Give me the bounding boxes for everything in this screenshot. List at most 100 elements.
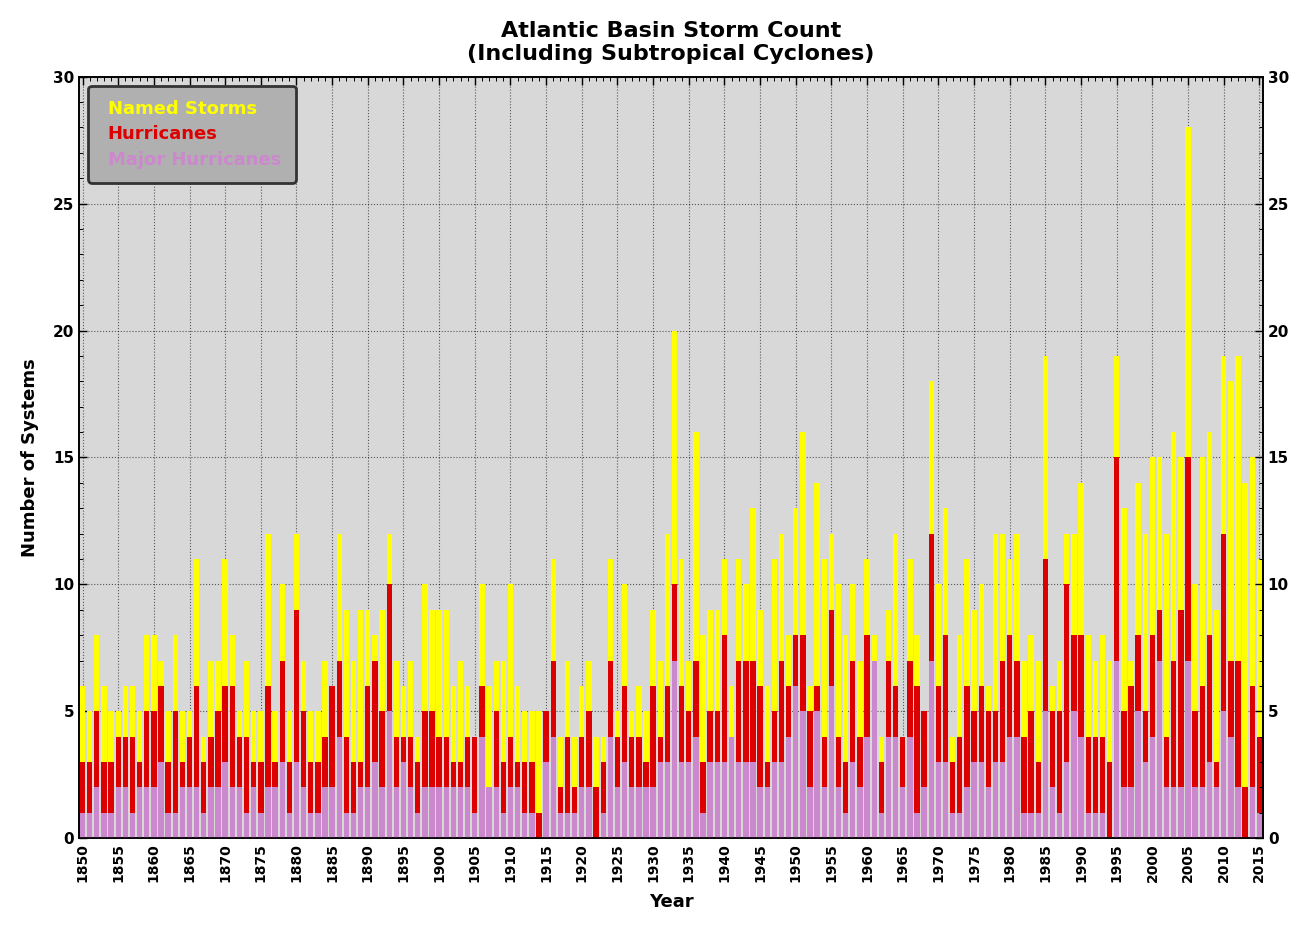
Bar bbox=[985, 686, 990, 838]
Bar bbox=[950, 813, 955, 838]
Bar bbox=[600, 813, 605, 838]
Bar bbox=[1072, 534, 1077, 838]
Bar bbox=[1242, 788, 1247, 838]
Bar bbox=[301, 788, 307, 838]
Bar bbox=[536, 711, 541, 838]
Bar bbox=[608, 559, 613, 838]
Bar bbox=[430, 788, 435, 838]
Bar bbox=[1036, 762, 1041, 838]
Bar bbox=[1100, 635, 1106, 838]
Bar bbox=[1014, 661, 1019, 838]
Bar bbox=[486, 788, 491, 838]
Bar bbox=[772, 711, 777, 838]
Bar bbox=[94, 635, 100, 838]
Bar bbox=[1250, 788, 1255, 838]
Bar bbox=[500, 762, 506, 838]
Bar bbox=[500, 813, 506, 838]
Bar bbox=[351, 762, 356, 838]
Bar bbox=[664, 762, 669, 838]
Bar bbox=[229, 788, 234, 838]
Bar bbox=[921, 788, 926, 838]
Bar bbox=[1114, 356, 1119, 838]
Bar bbox=[237, 736, 242, 838]
Bar bbox=[287, 762, 292, 838]
Bar bbox=[115, 736, 121, 838]
Bar bbox=[194, 788, 199, 838]
Bar bbox=[494, 788, 499, 838]
Bar bbox=[422, 711, 427, 838]
Bar bbox=[372, 661, 377, 838]
Bar bbox=[672, 584, 677, 838]
Bar bbox=[1200, 686, 1205, 838]
Bar bbox=[144, 711, 149, 838]
Bar bbox=[237, 711, 242, 838]
Bar bbox=[865, 736, 870, 838]
Bar bbox=[1100, 736, 1106, 838]
Bar bbox=[301, 711, 307, 838]
Bar bbox=[600, 736, 605, 838]
Bar bbox=[993, 711, 998, 838]
Y-axis label: Number of Systems: Number of Systems bbox=[21, 358, 39, 556]
Bar bbox=[308, 813, 313, 838]
Bar bbox=[914, 686, 920, 838]
Bar bbox=[572, 788, 578, 838]
Bar bbox=[544, 711, 549, 838]
Bar bbox=[1150, 736, 1155, 838]
Bar bbox=[815, 686, 820, 838]
Bar bbox=[394, 736, 400, 838]
Bar bbox=[365, 686, 371, 838]
Bar bbox=[565, 661, 570, 838]
Bar bbox=[779, 762, 785, 838]
Bar bbox=[600, 762, 605, 838]
Bar bbox=[407, 788, 413, 838]
Bar bbox=[287, 711, 292, 838]
Bar bbox=[964, 559, 969, 838]
Bar bbox=[643, 711, 648, 838]
Bar bbox=[558, 788, 563, 838]
Bar bbox=[308, 762, 313, 838]
Bar bbox=[550, 559, 555, 838]
Bar bbox=[1086, 635, 1091, 838]
Bar bbox=[679, 559, 684, 838]
Bar bbox=[786, 635, 791, 838]
Bar bbox=[138, 711, 143, 838]
Bar bbox=[115, 788, 121, 838]
Bar bbox=[229, 635, 234, 838]
Bar bbox=[765, 686, 770, 838]
Bar bbox=[821, 788, 827, 838]
Bar bbox=[202, 762, 207, 838]
Bar bbox=[1128, 788, 1133, 838]
Bar bbox=[857, 736, 862, 838]
Bar bbox=[757, 610, 762, 838]
Bar bbox=[436, 788, 441, 838]
Bar bbox=[1186, 661, 1191, 838]
Bar bbox=[815, 711, 820, 838]
Bar bbox=[893, 736, 899, 838]
Bar bbox=[958, 813, 963, 838]
Bar bbox=[1207, 635, 1212, 838]
Bar bbox=[151, 788, 156, 838]
Bar bbox=[786, 736, 791, 838]
Bar bbox=[664, 686, 669, 838]
Bar bbox=[1028, 711, 1034, 838]
Bar bbox=[1171, 432, 1176, 838]
Bar bbox=[80, 813, 85, 838]
Bar bbox=[914, 813, 920, 838]
Bar bbox=[1014, 534, 1019, 838]
Bar bbox=[130, 736, 135, 838]
Bar bbox=[836, 788, 841, 838]
Bar bbox=[643, 788, 648, 838]
Bar bbox=[159, 762, 164, 838]
Bar bbox=[972, 610, 977, 838]
Bar bbox=[1057, 813, 1062, 838]
Bar bbox=[407, 661, 413, 838]
Bar bbox=[86, 813, 92, 838]
Bar bbox=[608, 736, 613, 838]
Bar bbox=[658, 736, 663, 838]
Bar bbox=[943, 762, 948, 838]
Bar bbox=[929, 661, 934, 838]
Bar bbox=[693, 661, 698, 838]
Bar bbox=[316, 813, 321, 838]
Bar bbox=[693, 432, 698, 838]
Bar bbox=[958, 736, 963, 838]
